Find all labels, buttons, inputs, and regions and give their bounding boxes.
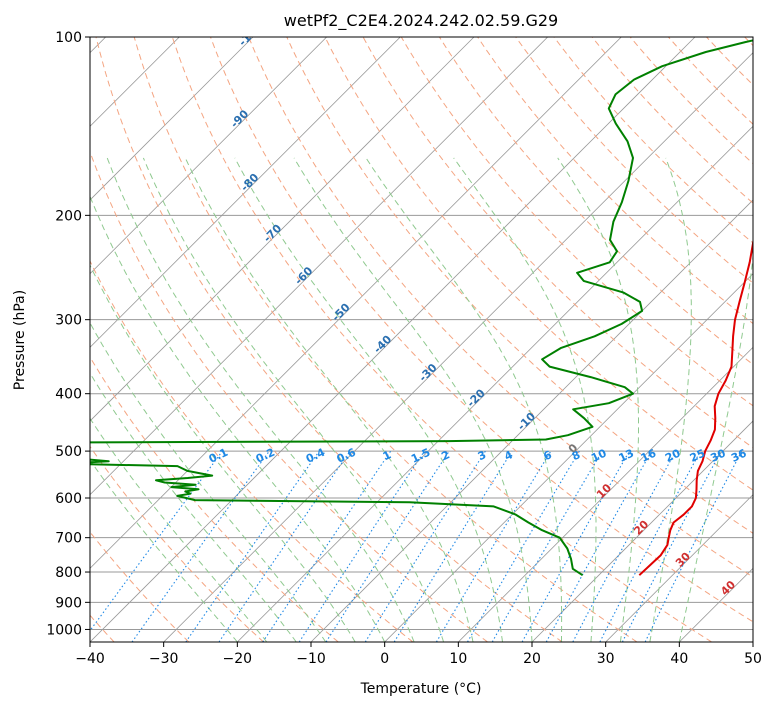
dry-adiabat-line xyxy=(90,356,339,642)
dry-adiabat-label: -100 xyxy=(236,20,265,49)
mixing-ratio-label: 10 xyxy=(589,446,609,464)
dry-adiabat-line xyxy=(90,445,264,642)
dry-adiabat-line xyxy=(515,37,753,284)
y-tick-label: 700 xyxy=(55,531,82,547)
moist-adiabat-line xyxy=(106,157,415,642)
isotherm-line xyxy=(90,37,401,348)
moist-adiabat-line xyxy=(365,157,563,642)
dry-adiabat-line xyxy=(133,37,638,642)
x-tick-label: 40 xyxy=(670,651,688,667)
isotherm-line xyxy=(384,273,753,642)
x-tick-label: −40 xyxy=(75,651,105,667)
mixing-ratio-label: 36 xyxy=(729,446,749,464)
moist-adiabat-line xyxy=(453,157,597,642)
mixing-ratio-line xyxy=(90,450,223,632)
moist-adiabat-line xyxy=(90,417,268,642)
dry-adiabat-line xyxy=(90,259,414,642)
mixing-ratio-line xyxy=(325,450,450,642)
y-tick-label: 1000 xyxy=(46,622,82,638)
dry-adiabat-line xyxy=(95,37,563,642)
mixing-ratio-line xyxy=(131,450,270,642)
y-tick-label: 100 xyxy=(55,30,82,46)
y-tick-label: 300 xyxy=(55,313,82,329)
isotherm-line xyxy=(531,420,753,642)
moist-adiabat-line xyxy=(90,372,297,642)
isotherm-line xyxy=(90,37,548,496)
mixing-ratio-line xyxy=(545,450,653,642)
x-tick-label: −30 xyxy=(149,651,179,667)
moist-adiabat-line xyxy=(678,251,753,642)
plot-frame xyxy=(89,36,754,643)
mixing-ratio-line xyxy=(644,450,743,642)
isotherm-line xyxy=(90,37,327,275)
y-tick-label: 900 xyxy=(55,595,82,611)
y-axis: 1000 900 800 700 600 500 400 300 200 100 xyxy=(46,30,90,638)
moist-adiabat-line xyxy=(90,459,238,642)
isotherm-line xyxy=(237,125,753,642)
x-tick-label: 20 xyxy=(523,651,541,667)
x-tick-label: −10 xyxy=(296,651,326,667)
y-tick-label: 800 xyxy=(55,565,82,581)
isotherm-line xyxy=(90,37,254,201)
isotherm-line xyxy=(90,37,696,642)
isotherm-line xyxy=(605,494,753,642)
dewpoint-profile-line xyxy=(90,39,753,577)
moist-adiabat-line xyxy=(293,157,533,642)
moist-adiabat-line xyxy=(557,157,639,642)
x-tick-label: 0 xyxy=(380,651,389,667)
x-axis-label: Temperature (°C) xyxy=(360,681,482,697)
isotherm-line xyxy=(90,37,622,569)
isotherm-line xyxy=(458,346,753,642)
dry-adiabat-line xyxy=(210,37,753,623)
isotherm-line xyxy=(90,37,475,422)
x-tick-label: −20 xyxy=(223,651,253,667)
mixing-ratio-label: 25 xyxy=(688,447,707,465)
mixing-ratio-label: 16 xyxy=(639,446,659,464)
temperature-profile-line xyxy=(638,236,753,576)
y-tick-label: 200 xyxy=(55,208,82,224)
mixing-ratio-line xyxy=(393,450,513,642)
x-tick-label: 50 xyxy=(744,651,762,667)
mixing-ratio-line xyxy=(185,450,320,642)
mixing-ratio-line xyxy=(521,450,630,642)
y-tick-label: 500 xyxy=(55,444,82,460)
mixing-ratio-label: 30 xyxy=(708,446,728,464)
dry-adiabat-line xyxy=(171,37,712,642)
y-axis-label: Pressure (hPa) xyxy=(12,290,28,390)
dry-adiabat-line xyxy=(286,37,753,534)
y-tick-label: 400 xyxy=(55,387,82,403)
x-tick-label: 30 xyxy=(597,651,615,667)
mixing-ratio-line xyxy=(298,450,425,642)
mixing-ratio-label: 20 xyxy=(663,446,683,464)
x-axis: −40 −30 −20 −10 0 10 20 30 40 50 xyxy=(75,642,762,667)
isotherm-line xyxy=(163,52,753,642)
moist-adiabat-line xyxy=(649,157,692,642)
mixing-ratio-label: 13 xyxy=(617,447,636,465)
moist-adiabat-line xyxy=(142,157,445,642)
chart-title: wetPf2_C2E4.2024.242.02.59.G29 xyxy=(284,11,558,31)
mixing-ratio-line xyxy=(262,450,392,642)
mixing-ratio-line xyxy=(572,450,677,642)
dry-adiabat-line xyxy=(248,37,753,578)
dry-adiabat-line xyxy=(324,37,753,491)
y-tick-label: 600 xyxy=(55,491,82,507)
mixing-ratio-line xyxy=(218,450,351,642)
moist-adiabat-line xyxy=(90,264,356,642)
x-tick-label: 10 xyxy=(449,651,467,667)
